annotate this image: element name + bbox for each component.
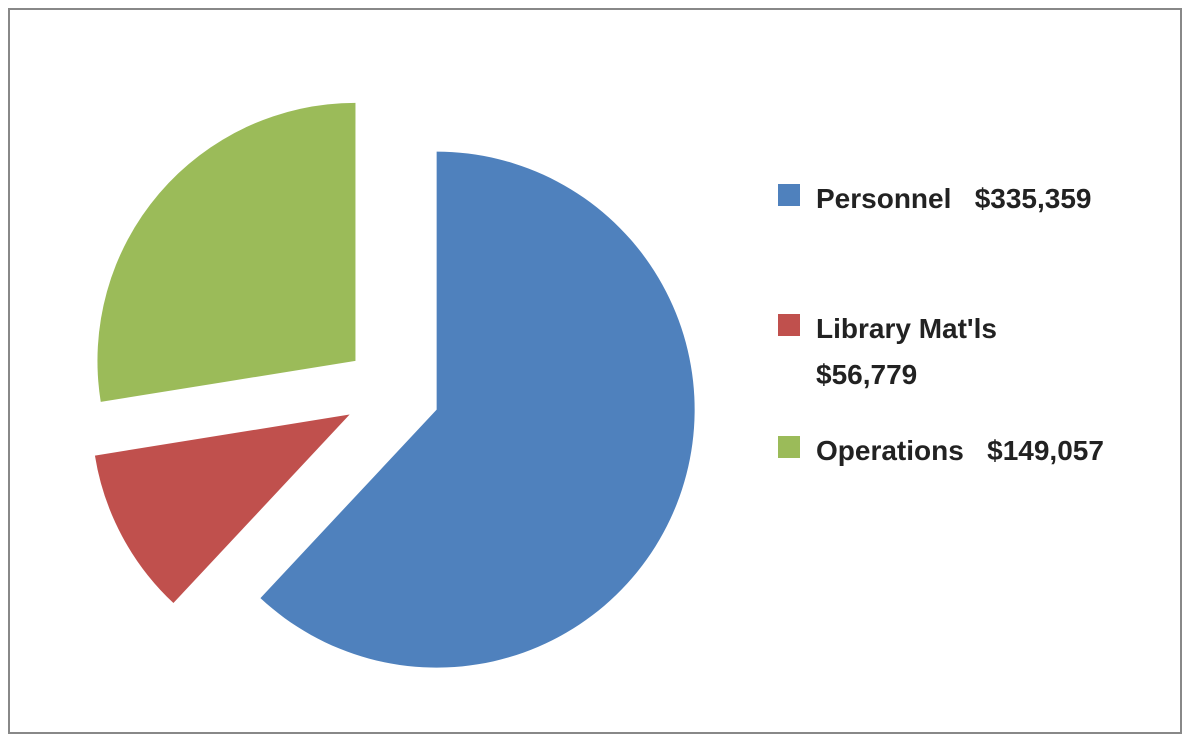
legend-label: Library Mat'ls $56,779 — [816, 313, 1005, 390]
legend-item: Operations $149,057 — [778, 428, 1104, 474]
pie-slice — [97, 102, 356, 402]
chart-frame — [8, 8, 1182, 734]
legend-swatch — [778, 436, 800, 458]
legend-label: Personnel $335,359 — [816, 183, 1092, 214]
pie-slice — [94, 414, 350, 604]
legend-swatch — [778, 314, 800, 336]
legend-swatch — [778, 184, 800, 206]
legend-item: Library Mat'ls $56,779 — [778, 306, 1076, 398]
pie-slice — [260, 151, 695, 668]
legend-label: Operations $149,057 — [816, 435, 1104, 466]
legend-item: Personnel $335,359 — [778, 176, 1092, 222]
